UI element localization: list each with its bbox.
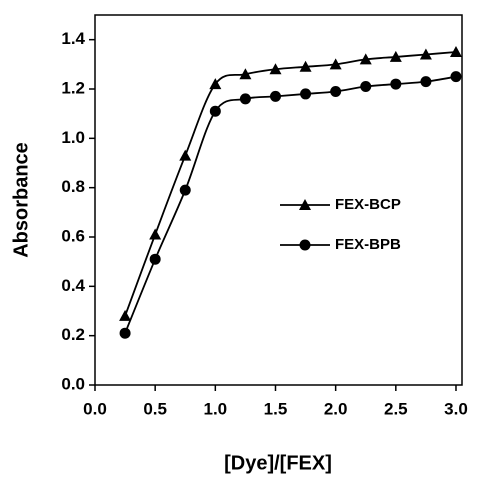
data-point — [209, 78, 222, 90]
y-tick-label: 0.0 — [61, 374, 85, 393]
data-point — [269, 90, 281, 102]
x-tick-label: 2.0 — [324, 399, 348, 418]
legend-text: FEX-BCP — [335, 196, 401, 213]
data-point — [300, 88, 312, 100]
data-point — [269, 63, 282, 75]
y-tick-label: 0.6 — [61, 226, 85, 245]
y-axis-label: Absorbance — [10, 142, 32, 258]
data-point — [299, 60, 312, 72]
legend-marker — [299, 239, 311, 251]
data-point — [450, 71, 462, 83]
data-point — [419, 48, 432, 60]
y-tick-label: 1.2 — [61, 78, 85, 97]
legend-text: FEX-BPB — [335, 236, 401, 253]
data-point — [330, 85, 342, 97]
data-point — [420, 76, 432, 88]
data-point — [389, 50, 402, 62]
x-tick-label: 0.5 — [143, 399, 167, 418]
data-point — [359, 53, 372, 65]
data-point — [239, 93, 251, 105]
y-tick-label: 1.4 — [61, 29, 85, 48]
data-point — [390, 78, 402, 90]
x-tick-label: 1.5 — [264, 399, 288, 418]
y-tick-label: 0.4 — [61, 276, 85, 295]
x-tick-label: 2.5 — [384, 399, 408, 418]
x-tick-label: 1.0 — [204, 399, 228, 418]
data-point — [149, 253, 161, 265]
data-point — [449, 46, 462, 57]
plot-frame — [94, 14, 463, 386]
data-point — [119, 327, 131, 339]
x-tick-label: 0.0 — [83, 399, 107, 418]
data-point — [239, 68, 252, 80]
y-tick-label: 1.0 — [61, 128, 85, 147]
data-point — [209, 105, 221, 117]
legend-marker — [299, 199, 311, 210]
y-tick-label: 0.2 — [61, 325, 85, 344]
y-tick-label: 0.8 — [61, 177, 85, 196]
data-point — [179, 184, 191, 196]
data-point — [329, 58, 342, 70]
x-tick-label: 3.0 — [444, 399, 468, 418]
data-point — [149, 228, 162, 240]
data-point — [119, 309, 132, 321]
data-point — [179, 149, 192, 161]
x-axis-label: [Dye]/[FEX] — [224, 452, 332, 474]
data-point — [360, 81, 372, 93]
series-line — [124, 51, 457, 317]
